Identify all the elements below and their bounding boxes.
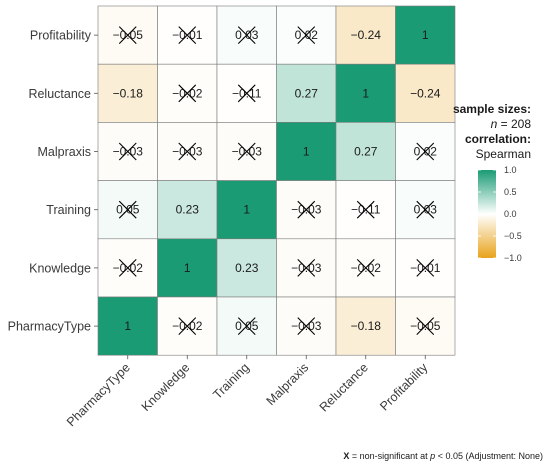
heatmap-cell-knowledge-training bbox=[216, 238, 277, 298]
x-tick-label-training: Training bbox=[210, 360, 252, 402]
colorbar-tick-label: 0.0 bbox=[504, 209, 517, 219]
significance-caption: X = non-significant at p < 0.05 (Adjustm… bbox=[343, 451, 543, 461]
y-tick-label-knowledge: Knowledge bbox=[29, 261, 91, 275]
colorbar-tick-label: −1.0 bbox=[504, 253, 522, 263]
nonsig-cross-profitability-knowledge-b bbox=[178, 26, 197, 44]
nonsig-cross-training-reluctance-b bbox=[356, 200, 375, 219]
heatmap-cell-reluctance-reluctance bbox=[335, 63, 396, 123]
cell-value-knowledge-training: 0.23 bbox=[235, 261, 259, 275]
y-tick-label-reluctance: Reluctance bbox=[28, 87, 91, 101]
legend-correlation-method: Spearman bbox=[476, 147, 531, 161]
nonsig-cross-pharmacytype-knowledge-b bbox=[178, 317, 197, 335]
y-tick-label-malpraxis: Malpraxis bbox=[38, 145, 92, 159]
heatmap-cells: −0.05−0.010.030.02−0.241−0.18−0.02−0.110… bbox=[97, 5, 456, 356]
legend: sample sizes: n = 208 correlation: Spear… bbox=[453, 102, 531, 263]
y-tick-label-training: Training bbox=[46, 203, 91, 217]
nonsig-cross-training-malpraxis-b bbox=[297, 200, 316, 219]
heatmap-cell-training-knowledge bbox=[157, 180, 218, 240]
x-tick-label-knowledge: Knowledge bbox=[139, 360, 193, 414]
cell-value-training-knowledge: 0.23 bbox=[176, 203, 200, 217]
nonsig-cross-knowledge-profitability-b bbox=[416, 259, 435, 277]
cell-value-malpraxis-reluctance: 0.27 bbox=[354, 145, 378, 159]
nonsig-cross-reluctance-knowledge-b bbox=[178, 84, 197, 103]
nonsig-cross-training-profitability-b bbox=[416, 200, 435, 219]
legend-correlation-title: correlation: bbox=[465, 132, 531, 146]
colorbar-ticks: 1.0 0.5 0.0 −0.5 −1.0 bbox=[478, 165, 522, 263]
nonsig-cross-profitability-malpraxis-b bbox=[297, 26, 316, 44]
nonsig-cross-training-pharmacytype-b bbox=[118, 200, 137, 219]
nonsig-cross-knowledge-pharmacytype-b bbox=[118, 259, 137, 277]
nonsig-cross-profitability-training-b bbox=[237, 26, 256, 44]
colorbar bbox=[478, 170, 496, 258]
cell-value-training-training: 1 bbox=[243, 203, 250, 217]
heatmap-cell-reluctance-profitability bbox=[395, 63, 456, 123]
cell-value-reluctance-malpraxis: 0.27 bbox=[295, 86, 319, 100]
cell-value-reluctance-pharmacytype: −0.18 bbox=[113, 86, 144, 100]
nonsig-cross-profitability-pharmacytype-b bbox=[118, 26, 137, 44]
heatmap-cell-profitability-reluctance bbox=[335, 5, 396, 65]
y-tick-label-profitability: Profitability bbox=[30, 29, 92, 43]
cell-value-malpraxis-malpraxis: 1 bbox=[303, 145, 310, 159]
legend-sample-size: n = 208 bbox=[491, 117, 532, 131]
x-tick-label-profitability: Profitability bbox=[377, 360, 431, 414]
legend-sample-sizes-title: sample sizes: bbox=[453, 102, 531, 116]
colorbar-tick-label: 0.5 bbox=[504, 187, 517, 197]
nonsig-cross-knowledge-malpraxis-b bbox=[297, 259, 316, 277]
y-tick-label-pharmacytype: PharmacyType bbox=[8, 320, 91, 334]
heatmap-cell-training-training bbox=[216, 180, 277, 240]
cell-value-profitability-profitability: 1 bbox=[422, 28, 429, 42]
x-tick-label-reluctance: Reluctance bbox=[317, 360, 371, 414]
nonsig-cross-knowledge-reluctance-b bbox=[356, 259, 375, 277]
heatmap-cell-reluctance-malpraxis bbox=[276, 63, 337, 123]
cell-value-pharmacytype-pharmacytype: 1 bbox=[124, 319, 131, 333]
x-axis-tick-labels: PharmacyType Knowledge Training Malpraxis Re… bbox=[64, 355, 431, 429]
colorbar-tick-label: −0.5 bbox=[504, 231, 522, 241]
nonsig-cross-malpraxis-knowledge-b bbox=[178, 142, 197, 161]
cell-value-pharmacytype-reluctance: −0.18 bbox=[351, 319, 382, 333]
cell-value-knowledge-knowledge: 1 bbox=[184, 261, 191, 275]
nonsig-cross-pharmacytype-profitability-b bbox=[416, 317, 435, 335]
heatmap-cell-knowledge-knowledge bbox=[157, 238, 218, 298]
x-tick-label-malpraxis: Malpraxis bbox=[264, 360, 312, 408]
nonsig-cross-malpraxis-profitability-b bbox=[416, 142, 435, 161]
heatmap-cell-malpraxis-reluctance bbox=[335, 122, 396, 181]
cell-value-profitability-reluctance: −0.24 bbox=[351, 28, 382, 42]
nonsig-cross-pharmacytype-training-b bbox=[237, 317, 256, 335]
nonsig-cross-reluctance-training-b bbox=[237, 84, 256, 103]
heatmap-cell-malpraxis-malpraxis bbox=[276, 122, 337, 181]
heatmap-cell-profitability-profitability bbox=[395, 5, 456, 65]
colorbar-tick-label: 1.0 bbox=[504, 165, 517, 175]
nonsig-cross-pharmacytype-malpraxis-b bbox=[297, 317, 316, 335]
cell-value-reluctance-profitability: −0.24 bbox=[410, 86, 441, 100]
y-axis-tick-labels: Profitability Reluctance Malpraxis Training… bbox=[8, 29, 98, 334]
nonsig-cross-malpraxis-training-b bbox=[237, 142, 256, 161]
nonsig-cross-malpraxis-pharmacytype-b bbox=[118, 142, 137, 161]
x-tick-label-pharmacytype: PharmacyType bbox=[64, 360, 133, 429]
cell-value-reluctance-reluctance: 1 bbox=[362, 86, 369, 100]
